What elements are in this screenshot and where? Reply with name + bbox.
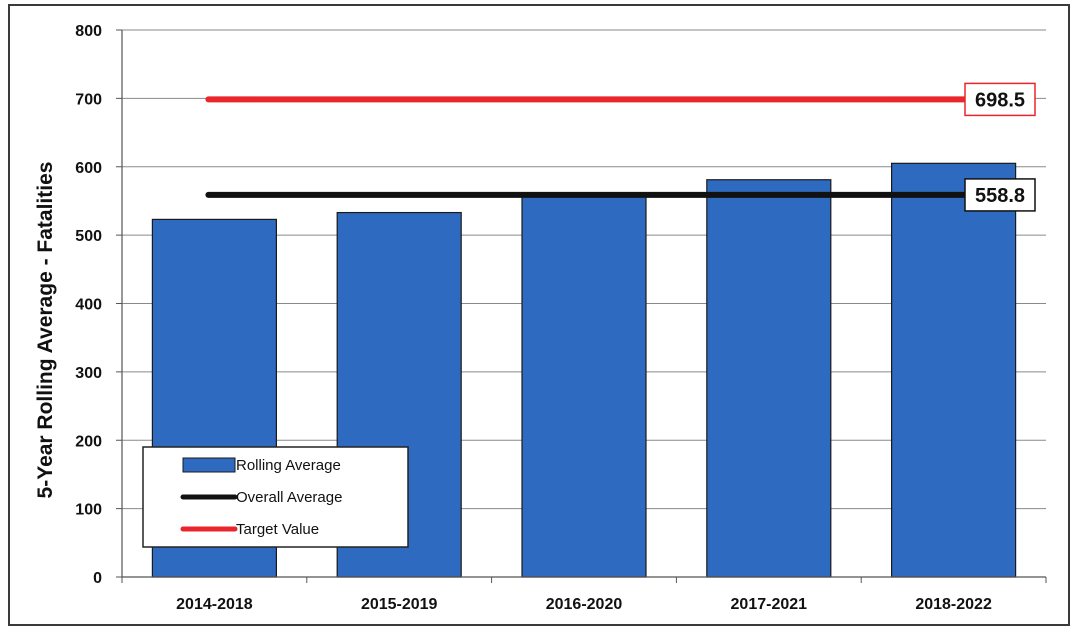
bar	[890, 162, 1017, 578]
y-tick-label: 300	[75, 365, 102, 382]
bar	[521, 196, 647, 578]
legend-label: Overall Average	[236, 489, 342, 506]
legend: Rolling Average Overall Average Target Val…	[142, 446, 409, 548]
y-tick-label: 800	[75, 23, 102, 40]
y-tick-labels: 0 100 200 300 400 500 600 700 800	[75, 23, 102, 587]
series-lines	[205, 96, 1017, 198]
y-tick-label: 200	[75, 433, 102, 450]
annotation-border	[964, 178, 1036, 212]
annotation-box: 698.5	[964, 82, 1036, 117]
x-tick-labels: 2014-2018 2015-2019 2016-2020 2017-2021 2018…	[176, 596, 992, 613]
annotation-label: 698.5	[975, 89, 1025, 111]
legend-swatch	[182, 457, 236, 473]
y-tick-label: 400	[75, 297, 102, 314]
x-tick-label: 2017-2021	[731, 596, 808, 613]
axes	[116, 29, 1047, 583]
y-tick-label: 100	[75, 502, 102, 519]
y-tick-label: 0	[93, 570, 102, 587]
value-annotations: 698.5 558.8	[964, 82, 1036, 212]
y-tick-label: 700	[75, 91, 102, 108]
bar	[706, 179, 832, 578]
y-tick-label: 600	[75, 160, 102, 177]
x-tick-label: 2014-2018	[176, 596, 253, 613]
y-tick-label: 500	[75, 228, 102, 245]
annotation-border	[964, 82, 1036, 117]
legend-label: Rolling Average	[236, 457, 341, 474]
annotation-box: 558.8	[964, 178, 1036, 212]
legend-label: Target Value	[236, 521, 319, 538]
annotation-label: 558.8	[975, 185, 1025, 207]
x-tick-label: 2015-2019	[361, 596, 438, 613]
x-tick-label: 2016-2020	[546, 596, 623, 613]
y-axis-label: 5-Year Rolling Average - Fatalities	[34, 162, 57, 499]
x-tick-label: 2018-2022	[915, 596, 992, 613]
